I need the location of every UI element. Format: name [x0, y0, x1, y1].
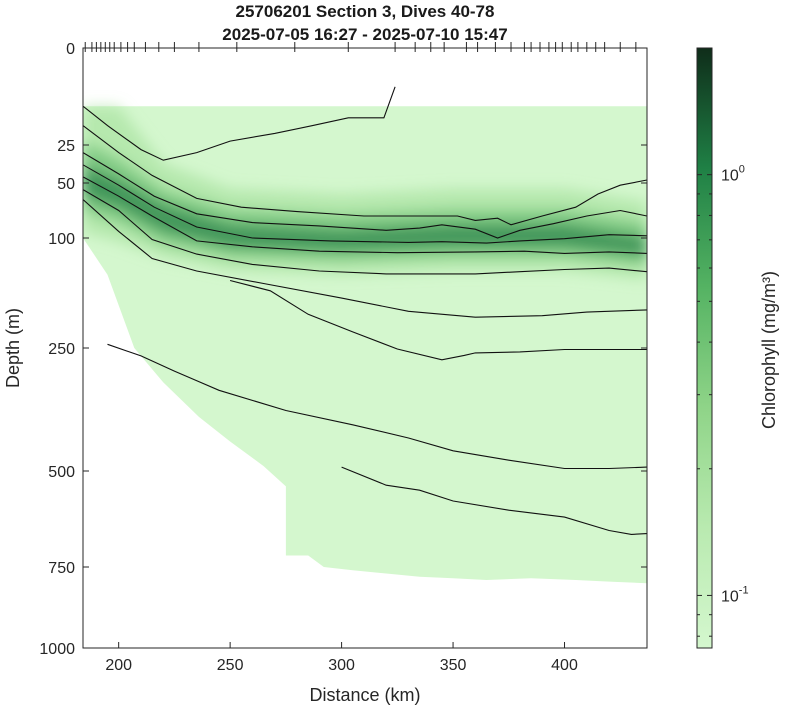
- y-tick-label: 500: [48, 464, 75, 481]
- colorbar-tick-exponent: 0: [739, 164, 745, 176]
- x-tick-label: 400: [551, 657, 578, 674]
- contour-line-6: [83, 189, 647, 275]
- chart-title-line2: 2025-07-05 16:27 - 2025-07-10 15:47: [222, 25, 507, 44]
- x-tick-label: 250: [217, 657, 244, 674]
- contour-line-2: [83, 125, 647, 226]
- contour-line-8: [229, 279, 647, 361]
- y-tick-label: 50: [57, 176, 75, 193]
- y-tick-label: 100: [48, 231, 75, 248]
- colorbar-tick-label: 100: [721, 164, 745, 185]
- y-tick-label: 25: [57, 138, 75, 155]
- x-tick-label: 200: [105, 657, 132, 674]
- contour-line-5: [83, 176, 647, 254]
- x-axis-label: Distance (km): [309, 685, 420, 705]
- chart-title-line1: 25706201 Section 3, Dives 40-78: [236, 2, 495, 21]
- y-axis: 0 25 50 100 250 500 750 1000: [39, 41, 647, 658]
- y-tick-label: 1000: [39, 641, 75, 658]
- dive-position-markers: [84, 42, 637, 52]
- contour-lines: [83, 86, 647, 535]
- contour-line-3: [83, 152, 647, 239]
- colorbar: [696, 47, 713, 649]
- y-tick-label: 750: [48, 560, 75, 577]
- plot-area: [83, 86, 647, 584]
- y-tick-label: 250: [48, 341, 75, 358]
- contour-line-1: [83, 86, 396, 161]
- y-tick-label: 0: [66, 41, 75, 58]
- contour-line-9: [107, 343, 647, 470]
- colorbar-tick-label: 10-1: [721, 584, 749, 605]
- x-tick-label: 300: [328, 657, 355, 674]
- x-tick-label: 350: [440, 657, 467, 674]
- colorbar-tick-exponent: -1: [739, 584, 749, 596]
- contour-line-10: [341, 466, 647, 535]
- contour-line-4: [83, 164, 647, 244]
- x-axis: 200 250 300 350 400: [105, 642, 578, 674]
- y-axis-label: Depth (m): [3, 308, 23, 388]
- contour-line-7: [83, 199, 647, 318]
- colorbar-label: Chlorophyll (mg/m³): [759, 271, 779, 429]
